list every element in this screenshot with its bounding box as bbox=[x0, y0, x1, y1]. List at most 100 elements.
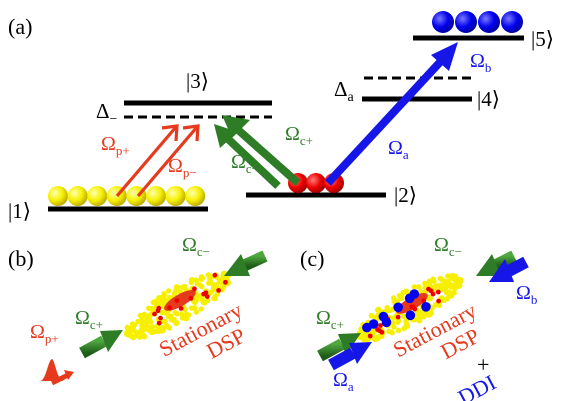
cloud-blue-atom bbox=[421, 302, 431, 312]
omega-c-minus-label-c: Ωc− bbox=[434, 234, 462, 259]
cloud-atom bbox=[432, 302, 439, 308]
yellow-atom bbox=[165, 186, 186, 206]
panel-a-label: (a) bbox=[8, 14, 32, 39]
rydberg-arrowhead bbox=[431, 42, 458, 71]
cloud-red-atom bbox=[152, 311, 157, 317]
detuning-minus-label: Δ− bbox=[96, 99, 118, 127]
cloud-atom bbox=[433, 283, 439, 289]
cloud-atom bbox=[166, 294, 173, 301]
cloud-atom bbox=[150, 299, 156, 305]
dsp-excitation bbox=[396, 293, 428, 314]
cloud-atom bbox=[374, 307, 381, 313]
omega-c-minus-label: Ωc− bbox=[231, 151, 259, 176]
cloud-red-atom bbox=[378, 323, 383, 328]
cloud-atom bbox=[417, 289, 424, 295]
cloud-atom bbox=[368, 313, 375, 319]
coupling-minus-arrow bbox=[223, 134, 281, 189]
omega-p-minus-label: Ωp− bbox=[168, 155, 197, 180]
cloud-red-atom bbox=[216, 288, 222, 293]
cloud-atom bbox=[449, 275, 456, 282]
cloud-atom bbox=[422, 280, 428, 286]
probe-pulse-b bbox=[40, 359, 74, 386]
cloud-atom bbox=[416, 318, 423, 324]
cloud-atom bbox=[205, 272, 212, 278]
plus-sign-c: + bbox=[477, 352, 489, 377]
cloud-atom bbox=[179, 315, 186, 321]
panel-c-label: (c) bbox=[300, 246, 324, 271]
probe-minus-arrowhead bbox=[182, 124, 200, 142]
cloud-red-atom bbox=[158, 315, 163, 321]
atomic-cloud-c bbox=[356, 273, 464, 343]
cloud-atom bbox=[128, 328, 134, 334]
blue-atom bbox=[432, 11, 454, 33]
omega-b-label-c: Ωb bbox=[516, 282, 537, 307]
cloud-atom bbox=[174, 286, 180, 292]
cloud-atom bbox=[401, 313, 407, 319]
atomic-cloud-b bbox=[124, 270, 232, 341]
cloud-atom bbox=[144, 318, 150, 324]
cloud-atom bbox=[411, 284, 418, 290]
cloud-atom bbox=[161, 298, 167, 305]
cloud-atom bbox=[188, 305, 195, 311]
ground-state-atoms bbox=[48, 186, 206, 206]
cloud-atom bbox=[395, 319, 401, 325]
level-3-label: |3⟩ bbox=[186, 69, 209, 93]
cloud-atom bbox=[161, 292, 167, 298]
coupling-plus-arrow-b bbox=[79, 330, 123, 359]
cloud-atom bbox=[431, 278, 437, 285]
omega-a-label: Ωa bbox=[388, 137, 409, 162]
cloud-atom bbox=[426, 278, 432, 284]
level-5-label: |5⟩ bbox=[531, 27, 554, 51]
cloud-atom bbox=[193, 309, 199, 315]
cloud-atom bbox=[165, 288, 172, 294]
cloud-atom bbox=[425, 312, 432, 318]
cloud-atom bbox=[398, 295, 405, 301]
cloud-atom bbox=[130, 323, 136, 329]
cloud-atom bbox=[161, 325, 167, 332]
cloud-red-atom bbox=[188, 296, 194, 301]
cloud-atom bbox=[384, 304, 390, 311]
cloud-blue-atom bbox=[404, 293, 415, 304]
cloud-atom bbox=[200, 299, 206, 305]
coupling-minus-arrowhead bbox=[214, 124, 238, 148]
cloud-atom bbox=[135, 318, 141, 325]
level-1-label: |1⟩ bbox=[8, 199, 31, 223]
yellow-atom bbox=[87, 186, 108, 206]
panel-b-label: (b) bbox=[8, 246, 34, 271]
cloud-atom bbox=[173, 320, 179, 327]
cloud-atom bbox=[454, 276, 460, 282]
cloud-atom bbox=[182, 306, 188, 313]
cloud-atom bbox=[402, 324, 409, 330]
level-4-label: |4⟩ bbox=[477, 87, 500, 111]
probe-plus-arrowhead bbox=[161, 124, 179, 142]
cloud-atom bbox=[183, 311, 189, 318]
omega-b-label: Ωb bbox=[470, 50, 491, 75]
cloud-atom bbox=[211, 295, 217, 302]
cloud-atom bbox=[395, 327, 402, 333]
cloud-atom bbox=[171, 316, 177, 323]
probe-plus-arrow bbox=[115, 125, 178, 198]
coupling-minus-arrow-b bbox=[224, 250, 268, 276]
cloud-atom bbox=[210, 285, 217, 291]
cloud-blue-atom bbox=[381, 317, 392, 328]
blue-atom bbox=[478, 11, 500, 33]
cloud-atom bbox=[139, 329, 145, 335]
cloud-atom bbox=[149, 329, 155, 336]
yellow-atom bbox=[48, 186, 68, 206]
cloud-atom bbox=[162, 318, 168, 325]
cloud-red-atom bbox=[167, 305, 173, 311]
cloud-red-atom bbox=[178, 306, 184, 311]
cloud-red-atom bbox=[192, 286, 197, 292]
cloud-atom bbox=[445, 273, 451, 279]
cloud-atom bbox=[448, 284, 454, 290]
cloud-atom bbox=[197, 282, 203, 288]
dsp-excitation bbox=[164, 290, 196, 311]
cloud-red-atom bbox=[435, 289, 441, 295]
cloud-atom bbox=[443, 284, 450, 290]
blue-atom bbox=[501, 11, 523, 33]
cloud-red-atom bbox=[395, 314, 401, 320]
rydberg-a-arrow-c bbox=[328, 342, 372, 371]
cloud-red-atom bbox=[212, 272, 218, 278]
cloud-atom bbox=[198, 306, 204, 312]
